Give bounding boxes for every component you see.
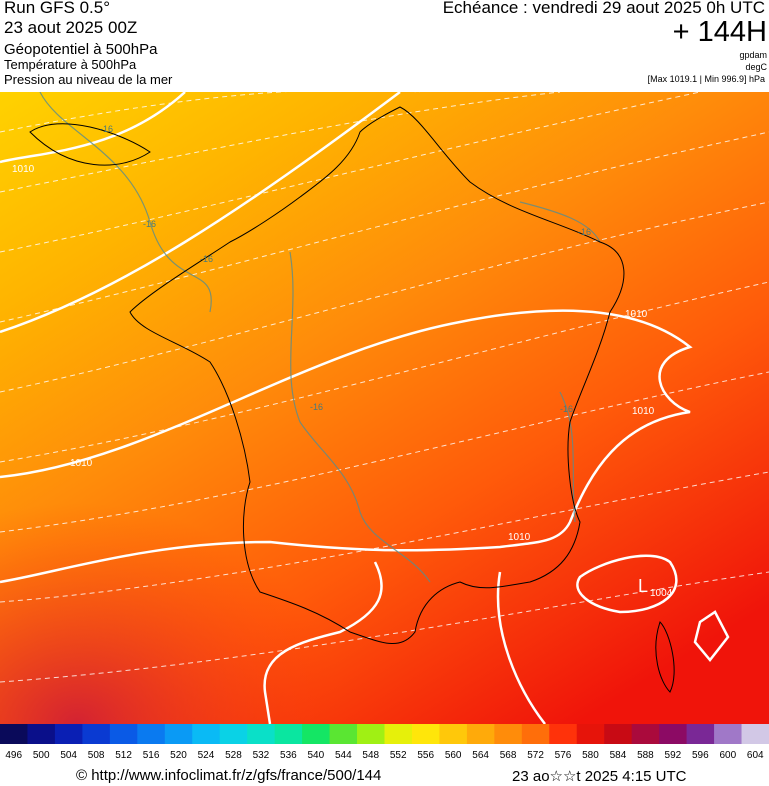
colorbar-label: 592 — [665, 750, 682, 761]
colorbar-cell — [494, 724, 523, 744]
colorbar-cell — [192, 724, 221, 744]
colorbar-label: 496 — [5, 750, 22, 761]
colorbar-label: 504 — [60, 750, 77, 761]
colorbar-cell — [384, 724, 413, 744]
isobar-labels: 1010 1010 1010 1010 1010 1004 L — [12, 164, 673, 599]
colorbar-cell — [714, 724, 743, 744]
unit: degC — [745, 62, 767, 72]
colorbar-label: 584 — [610, 750, 627, 761]
temperature-labels: -16 -16 -16 -16 -16 -16 — [100, 124, 591, 414]
colorbar-cell — [302, 724, 331, 744]
coastlines — [29, 106, 675, 693]
isobar-label: 1010 — [625, 309, 648, 320]
colorbar-label: 596 — [692, 750, 709, 761]
colorbar-cell — [274, 724, 303, 744]
colorbar-cell — [164, 724, 193, 744]
colorbar-label: 532 — [253, 750, 270, 761]
colorbar-cell — [109, 724, 138, 744]
colorbar-label: 512 — [115, 750, 132, 761]
temp-label: -16 — [143, 219, 156, 229]
colorbar-cell — [466, 724, 495, 744]
colorbar-label: 568 — [500, 750, 517, 761]
colorbar-cell — [659, 724, 688, 744]
colorbar-cell — [411, 724, 440, 744]
colorbar-cell — [521, 724, 550, 744]
isobar-label: 1010 — [508, 532, 531, 543]
colorbar-cell — [631, 724, 660, 744]
colorbar-label: 516 — [143, 750, 160, 761]
colorbar-cell — [27, 724, 56, 744]
colorbar-cell — [741, 724, 769, 744]
lead-time: + 144H — [672, 16, 767, 48]
forecast-time: Echéance : vendredi 29 aout 2025 0h UTC — [442, 0, 765, 17]
colorbar-cell — [576, 724, 605, 744]
colorbar-label: 524 — [198, 750, 215, 761]
temp-label: -16 — [578, 227, 591, 237]
colorbar-label: 580 — [582, 750, 599, 761]
colorbar-cell — [137, 724, 166, 744]
colorbar-cell — [686, 724, 715, 744]
colorbar-label: 560 — [445, 750, 462, 761]
colorbar-label: 528 — [225, 750, 242, 761]
colorbar-label: 508 — [88, 750, 105, 761]
colorbar-label: 572 — [527, 750, 544, 761]
temp-label: -16 — [560, 404, 573, 414]
map: 1010 1010 1010 1010 1010 1004 L -16 -16 … — [0, 92, 769, 724]
pressure-range: [Max 1019.1 | Min 996.9] hPa — [647, 74, 765, 84]
field-label: Pression au niveau de la mer — [4, 72, 173, 87]
colorbar-cell — [604, 724, 633, 744]
run-title: Run GFS 0.5° — [4, 0, 111, 17]
colorbar-label: 536 — [280, 750, 297, 761]
temp-label: -16 — [100, 124, 113, 134]
colorbar-cell — [0, 724, 28, 744]
isobar-label: 1010 — [12, 164, 35, 175]
field-background — [0, 92, 769, 724]
colorbar-cell — [219, 724, 248, 744]
colorbar-cell — [82, 724, 111, 744]
isobar-label: 1010 — [632, 406, 655, 417]
colorbar-cell — [439, 724, 468, 744]
colorbar-label: 552 — [390, 750, 407, 761]
colorbar-cell — [247, 724, 276, 744]
footer-url: © http://www.infoclimat.fr/z/gfs/france/… — [76, 767, 382, 784]
colorbar-label: 500 — [33, 750, 50, 761]
colorbar-label: 520 — [170, 750, 187, 761]
field-label: Température à 500hPa — [4, 57, 137, 72]
field-label: Géopotentiel à 500hPa — [4, 41, 158, 58]
colorbar-cell — [357, 724, 385, 744]
colorbar-label: 576 — [555, 750, 572, 761]
isobar-label: 1004 — [650, 588, 673, 599]
colorbar-label: 544 — [335, 750, 352, 761]
isobar-label: 1010 — [70, 458, 93, 469]
isobars — [0, 92, 730, 724]
colorbar-label: 588 — [637, 750, 654, 761]
temperature-lines — [39, 92, 601, 583]
footer-stamp: 23 ao☆☆t 2025 4:15 UTC — [512, 768, 687, 785]
colorbar-label: 604 — [747, 750, 764, 761]
temp-label: -16 — [200, 254, 213, 264]
run-date: 23 aout 2025 00Z — [4, 18, 138, 37]
temp-label: -16 — [310, 402, 323, 412]
colorbar-label: 564 — [472, 750, 489, 761]
colorbar-label: 600 — [719, 750, 736, 761]
colorbar-cell — [54, 724, 83, 744]
low-label: L — [638, 576, 648, 596]
colorbar-label: 556 — [417, 750, 434, 761]
colorbar-cell — [329, 724, 358, 744]
colorbar-label: 540 — [307, 750, 324, 761]
colorbar-label: 548 — [362, 750, 379, 761]
unit: gpdam — [739, 50, 767, 60]
colorbar: 496 500 504 508 512 516 520 524 528 532 536 540 544 5… — [0, 724, 769, 761]
geopotential-lines — [0, 92, 769, 683]
colorbar-cell — [549, 724, 578, 744]
